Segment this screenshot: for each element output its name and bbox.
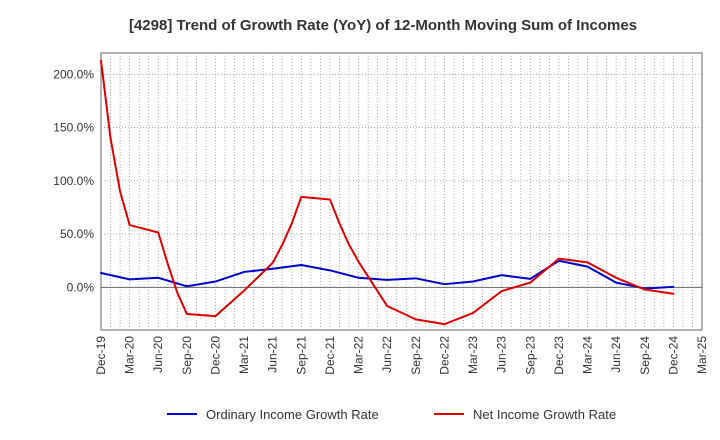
legend-label: Ordinary Income Growth Rate <box>206 407 379 422</box>
plot-area <box>100 52 703 331</box>
y-tick-label: 0.0% <box>67 280 95 294</box>
y-tick-label: 200.0% <box>53 67 94 81</box>
x-tick-label: Jun-23 <box>495 336 509 373</box>
x-tick-label: Dec-22 <box>437 336 451 375</box>
x-tick-label: Jun-24 <box>609 336 623 373</box>
y-tick-label: 100.0% <box>53 174 94 188</box>
x-tick-label: Mar-23 <box>466 336 480 374</box>
ordinary-income-line <box>100 259 675 290</box>
x-tick-label: Jun-20 <box>151 336 165 373</box>
x-tick-label: Dec-21 <box>323 336 337 375</box>
x-tick-label: Dec-20 <box>208 336 222 375</box>
x-tick-label: Mar-22 <box>352 336 366 374</box>
y-tick-label: 150.0% <box>53 121 94 135</box>
x-tick-label: Mar-21 <box>237 336 251 374</box>
x-tick-label: Mar-24 <box>581 336 595 374</box>
x-tick-label: Sep-23 <box>523 336 537 375</box>
x-tick-label: Mar-25 <box>695 336 709 374</box>
chart-title: [4298] Trend of Growth Rate (YoY) of 12-… <box>129 17 637 34</box>
x-tick-label: Mar-20 <box>123 336 137 374</box>
y-tick-label: 50.0% <box>60 227 94 241</box>
x-tick-label: Dec-23 <box>552 336 566 375</box>
x-tick-label: Sep-24 <box>638 336 652 375</box>
net-income-line <box>100 59 675 326</box>
legend-label: Net Income Growth Rate <box>473 407 616 422</box>
x-tick-label: Jun-22 <box>380 336 394 373</box>
x-tick-label: Sep-22 <box>409 336 423 375</box>
x-tick-label: Sep-21 <box>294 336 308 375</box>
x-tick-label: Dec-24 <box>666 336 680 375</box>
x-tick-label: Sep-20 <box>180 336 194 375</box>
x-tick-label: Dec-19 <box>94 336 108 375</box>
x-tick-label: Jun-21 <box>266 336 280 373</box>
